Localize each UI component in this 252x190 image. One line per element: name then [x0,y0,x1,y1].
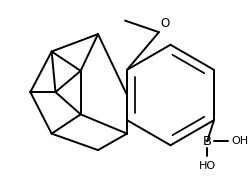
Text: O: O [161,17,170,30]
Text: HO: HO [199,161,216,171]
Text: OH: OH [231,136,248,146]
Text: B: B [203,135,212,148]
